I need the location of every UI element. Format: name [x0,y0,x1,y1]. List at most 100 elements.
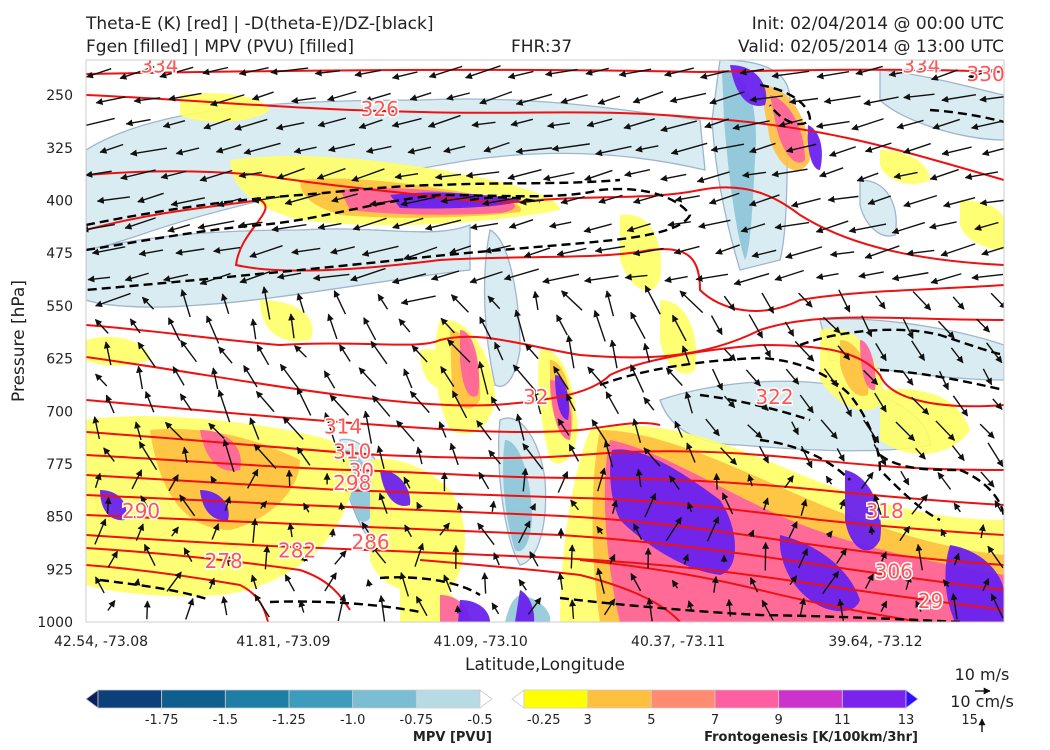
x-axis-label: Latitude,Longitude [465,655,625,675]
wind-vector [565,393,576,412]
wind-vector [748,142,776,154]
wind-vector [221,596,228,616]
wind-vector [377,293,389,310]
wind-vector [855,65,883,76]
wind-vector [447,339,471,363]
wind-vector [800,498,808,516]
colorbar-swatch [778,689,843,709]
wind-vector [632,247,664,257]
wind-vector [416,501,423,510]
colorbar-tick-label: 7 [711,713,719,728]
wind-vector [202,66,229,76]
wind-vector [510,118,534,127]
wind-vector [823,368,838,388]
wind-vector [741,171,767,179]
wind-vector [352,217,387,231]
wind-vector [514,309,526,342]
wind-vector [747,474,754,487]
wind-vector [508,219,534,229]
wind-vector [237,221,263,229]
wind-vector [603,440,614,468]
wind-vector [893,171,918,180]
wind-vector [133,96,161,104]
wind-vector [294,345,307,358]
wind-vector [630,572,642,592]
wind-vector [361,521,375,542]
wind-vector [713,472,721,490]
wind-vector [686,501,694,513]
wind-vector [725,598,733,617]
wind-vector [532,290,540,311]
wind-vector [751,249,777,259]
wind-vector [900,470,910,486]
wind-vector [851,118,884,131]
wind-vector [860,471,874,489]
wind-vector [282,416,304,440]
colorbar-swatch [161,689,226,709]
wind-vector [605,290,615,317]
wind-vector [708,192,740,205]
wind-vector [669,92,707,104]
colorbar-swatch [85,689,99,709]
wind-vector [337,593,347,622]
colorbar-tick-label: -1.25 [272,713,306,728]
wind-vector [715,244,740,255]
wind-vector [819,167,844,178]
wind-vector [864,245,900,260]
wind-vector [950,592,958,620]
wind-vector [583,275,619,284]
wind-vector [185,597,195,620]
wind-vector [515,93,553,106]
wind-vector [626,223,651,233]
wind-vector [298,599,306,613]
wind-vector [172,366,185,386]
wind-vector [618,68,652,78]
x-tick-label: 41.09, -73.10 [434,634,528,650]
wind-vector [370,545,387,564]
wind-vector [507,70,534,80]
wind-vector [263,545,271,570]
wind-vector [250,574,258,590]
y-tick-label: 475 [46,246,73,262]
wind-vector [476,420,492,441]
wind-vector [902,318,914,340]
wind-vector [400,196,436,207]
wind-vector [863,96,899,107]
wind-vector [994,500,1002,512]
wind-vector [623,118,655,130]
wind-vector [542,273,580,285]
wind-vector [209,94,245,107]
wind-vector [932,118,960,130]
y-tick-label: 325 [46,141,73,157]
wind-vector [276,167,305,180]
wind-vector [296,387,312,416]
wind-vector [86,223,115,233]
wind-vector [548,221,572,229]
wind-vector [326,90,357,102]
wind-vector [990,593,1004,619]
wind-vector [86,117,115,127]
wind-vector [521,467,529,492]
wind-vector [668,475,680,490]
wind-vector [518,520,531,544]
wind-vector [687,600,694,611]
wind-vector [858,271,884,279]
wind-vector [129,318,141,334]
wind-vector [398,318,411,333]
wind-vector [630,311,646,340]
wind-vector [125,118,151,127]
wind-vector [568,443,580,462]
wind-reference: 10 m/s 10 cm/s [950,665,1014,732]
wind-vector [95,373,108,387]
y-tick-label: 400 [46,194,73,210]
wind-vector [104,496,112,514]
wind-vector [861,315,873,338]
wind-vector [287,522,295,538]
wind-vector [527,597,542,615]
plot-frame [85,59,1005,623]
y-axis-ticks: 250 325 400 475 550 625 700 775 850 925 1000 [37,88,73,631]
wind-vector [915,543,924,571]
wind-vector [987,545,1004,569]
wind-vector [403,368,413,389]
wind-vector [481,197,514,207]
